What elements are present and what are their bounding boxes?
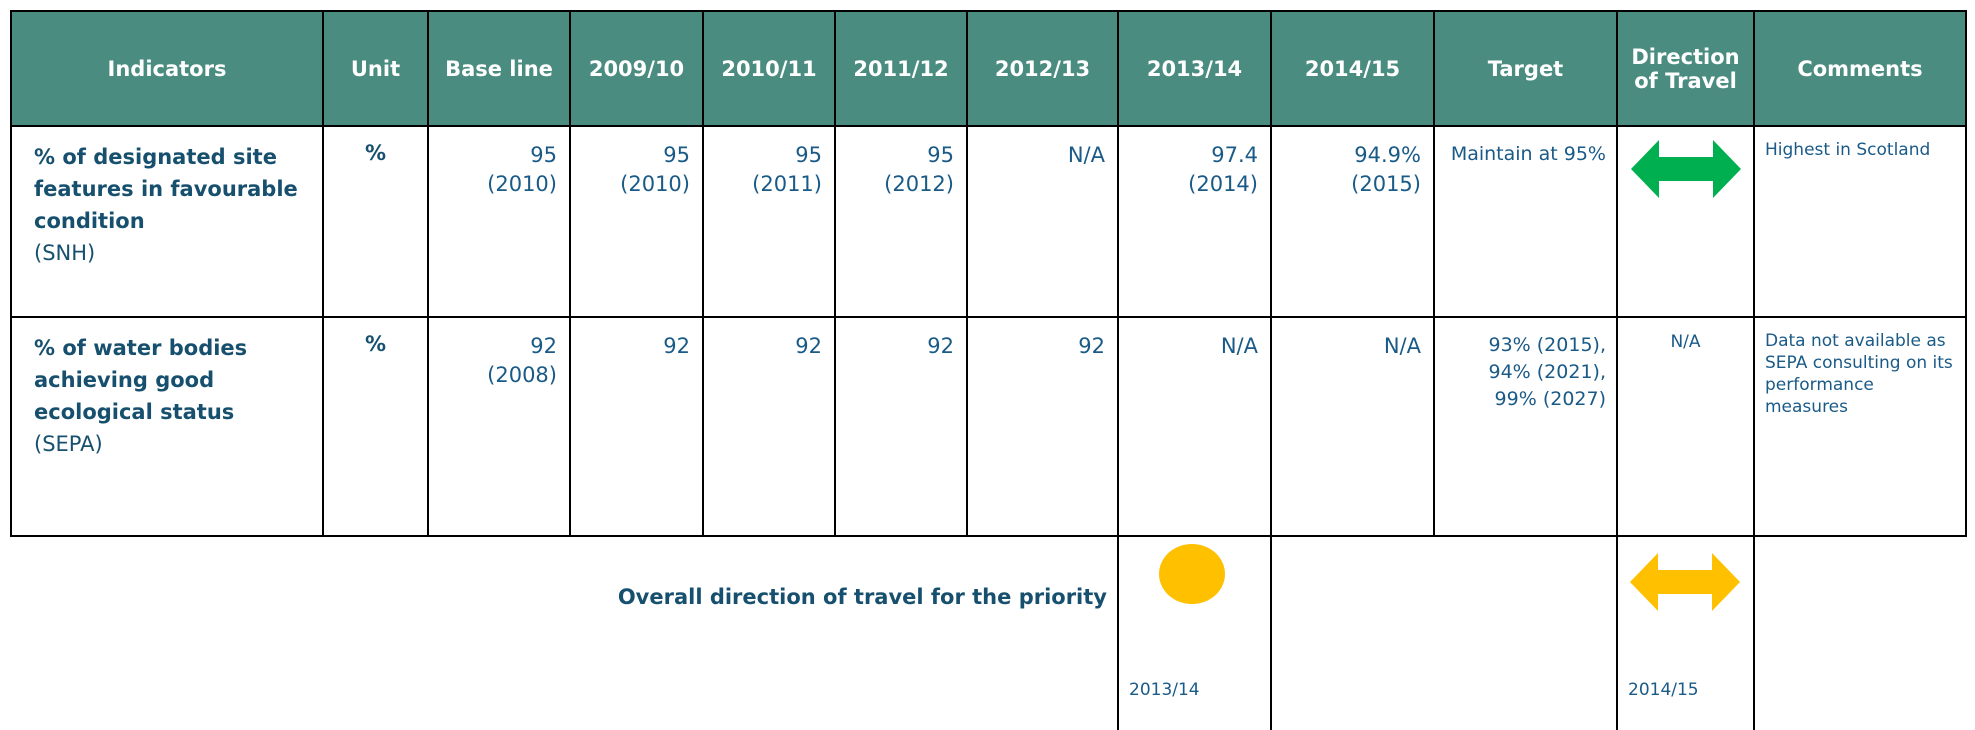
target-cell: 93% (2015), 94% (2021), 99% (2027) [1433, 316, 1618, 537]
period: 2013/14 [1129, 680, 1200, 700]
indicator-name: % of water bodies achieving good ecologi… [34, 336, 248, 424]
column-header: Direction of Travel [1616, 10, 1755, 127]
unit-cell: % [322, 316, 429, 537]
direction-cell [1616, 125, 1755, 318]
comments-cell: Data not available as SEPA consulting on… [1753, 316, 1967, 537]
indicator-cell: % of water bodies achieving good ecologi… [10, 316, 324, 537]
comments-cell: Highest in Scotland [1753, 125, 1967, 318]
footer-label: Overall direction of travel for the prio… [11, 535, 1118, 730]
page: Indicators Unit Base line 2009/10 2010/11 201… [10, 10, 1967, 730]
column-header: 2013/14 [1117, 10, 1272, 127]
value-cell: 92 [834, 316, 968, 537]
column-header: 2010/11 [702, 10, 836, 127]
row: % of water bodies achieving good ecologi… [10, 316, 1967, 537]
column-header: Unit [322, 10, 429, 127]
period: 2014/15 [1628, 680, 1699, 700]
value-cell: N/A [1270, 316, 1435, 537]
value-cell: 95 (2012) [834, 125, 968, 318]
unit-cell: % [322, 125, 429, 318]
value-cell: 95 (2011) [702, 125, 836, 318]
value-cell: 92 (2008) [427, 316, 571, 537]
column-header: Comments [1753, 10, 1967, 127]
footer-cell [1270, 535, 1618, 730]
value-cell: 92 [569, 316, 704, 537]
row: % of designated site features in favoura… [10, 125, 1967, 318]
column-header: Base line [427, 10, 571, 127]
column-header: 2009/10 [569, 10, 704, 127]
value-cell: N/A [966, 125, 1119, 318]
indicator-source: (SNH) [34, 241, 96, 265]
value-cell: 92 [702, 316, 836, 537]
column-header: Indicators [10, 10, 324, 127]
indicator-table: Indicators Unit Base line 2009/10 2010/11 201… [10, 10, 1967, 730]
header-row: Indicators Unit Base line 2009/10 2010/11 201… [10, 10, 1967, 127]
value-cell: 97.4 (2014) [1117, 125, 1272, 318]
footer-cell [1753, 535, 1966, 730]
column-header: 2014/15 [1270, 10, 1435, 127]
footer-row: Overall direction of travel for the prio… [11, 535, 1966, 730]
footer-cell: 2014/15 [1616, 535, 1755, 730]
column-header: Target [1433, 10, 1618, 127]
indicator-source: (SEPA) [34, 432, 103, 456]
column-header: 2011/12 [834, 10, 968, 127]
green-arrow [1630, 140, 1741, 198]
footer-cell: 2013/14 [1117, 535, 1272, 730]
value-cell: 95 (2010) [427, 125, 571, 318]
value-cell: 95 (2010) [569, 125, 704, 318]
direction-cell: N/A [1616, 316, 1755, 537]
value-cell: 94.9% (2015) [1270, 125, 1435, 318]
target-cell: Maintain at 95% [1433, 125, 1618, 318]
amber-circle [1159, 544, 1225, 604]
amber-arrow [1630, 553, 1740, 611]
indicator-cell: % of designated site features in favoura… [10, 125, 324, 318]
value-cell: 92 [966, 316, 1119, 537]
column-header: 2012/13 [966, 10, 1119, 127]
indicator-name: % of designated site features in favoura… [34, 145, 298, 233]
value-cell: N/A [1117, 316, 1272, 537]
